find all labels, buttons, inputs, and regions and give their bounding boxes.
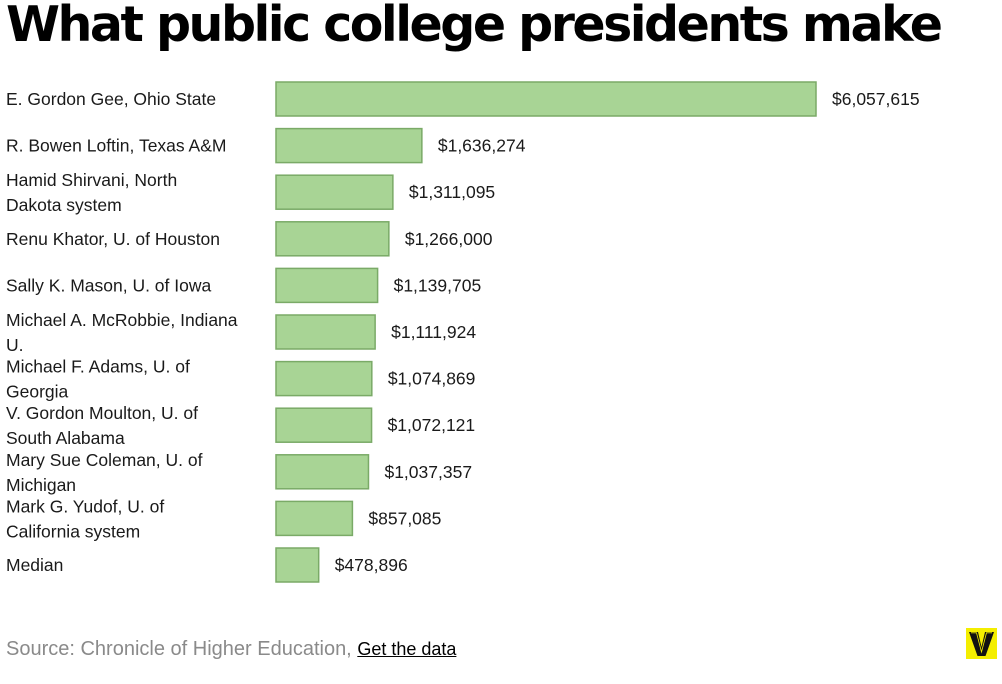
category-label: Renu Khator, U. of Houston <box>6 229 220 249</box>
value-label: $1,074,869 <box>388 369 476 389</box>
category-label: Michael A. McRobbie, Indiana U. <box>6 310 238 355</box>
value-label: $478,896 <box>335 555 408 575</box>
bar <box>275 500 354 537</box>
bar <box>275 174 394 210</box>
value-label: $6,057,615 <box>832 89 920 109</box>
category-label: Sally K. Mason, U. of Iowa <box>6 275 211 295</box>
value-label: $1,111,924 <box>391 322 476 342</box>
category-label: Mary Sue Coleman, U. of Michigan <box>6 450 203 495</box>
get-the-data-link[interactable]: Get the data <box>357 639 457 659</box>
source-text: Source: Chronicle of Higher Education, <box>6 638 352 660</box>
value-label: $857,085 <box>368 508 441 528</box>
bar <box>275 454 370 490</box>
bar-chart: $6,057,615 E. Gordon Gee, Ohio State $1,63… <box>6 81 920 583</box>
category-label: V. Gordon Moulton, U. of South Alabama <box>6 403 198 448</box>
category-label: Mark G. Yudof, U. of California system <box>6 496 164 541</box>
category-label: Michael F. Adams, U. of Georgia <box>6 357 190 402</box>
bar <box>275 314 376 350</box>
bar <box>275 407 373 443</box>
category-label: Median <box>6 555 63 575</box>
bar <box>275 360 373 397</box>
value-label: $1,072,121 <box>388 415 476 435</box>
bar <box>275 547 320 583</box>
value-label: $1,311,095 <box>409 182 495 202</box>
category-label: R. Bowen Loftin, Texas A&M <box>6 136 227 156</box>
value-label: $1,266,000 <box>405 229 493 249</box>
chart-title: What public college presidents make <box>6 0 943 53</box>
bar <box>275 221 390 257</box>
bar <box>275 127 423 164</box>
category-label: E. Gordon Gee, Ohio State <box>6 89 216 109</box>
bar <box>275 81 817 117</box>
value-label: $1,636,274 <box>438 136 526 156</box>
bar <box>275 267 379 304</box>
value-label: $1,139,705 <box>394 275 482 295</box>
source-note: Source: Chronicle of Higher Education, G… <box>6 638 456 661</box>
category-label: Hamid Shirvani, North Dakota system <box>6 170 177 215</box>
value-label: $1,037,357 <box>384 462 472 482</box>
vox-logo-icon <box>966 628 997 659</box>
